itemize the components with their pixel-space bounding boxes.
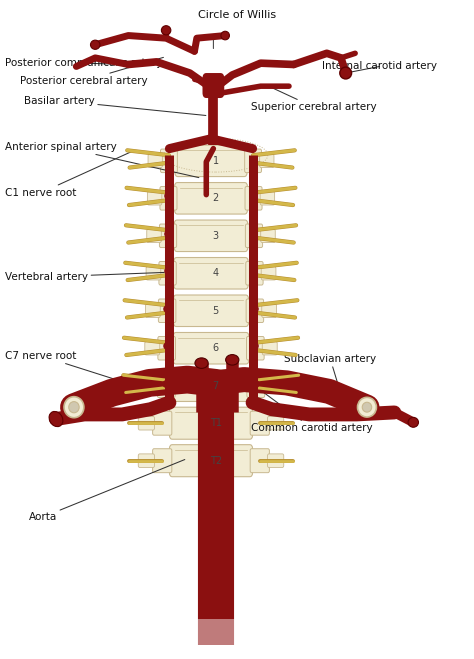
FancyBboxPatch shape (158, 299, 176, 322)
FancyBboxPatch shape (174, 183, 247, 214)
Text: T1: T1 (210, 418, 222, 428)
FancyBboxPatch shape (246, 224, 263, 248)
FancyBboxPatch shape (260, 192, 274, 205)
Text: Internal carotid artery: Internal carotid artery (322, 61, 437, 72)
FancyBboxPatch shape (247, 374, 264, 397)
Ellipse shape (340, 67, 352, 79)
FancyBboxPatch shape (138, 454, 155, 467)
Bar (150, 619, 282, 645)
FancyBboxPatch shape (138, 416, 155, 430)
Ellipse shape (221, 31, 229, 40)
FancyBboxPatch shape (157, 374, 175, 397)
Text: Anterior spinal artery: Anterior spinal artery (5, 142, 199, 178)
FancyBboxPatch shape (250, 449, 269, 473)
FancyBboxPatch shape (260, 154, 274, 167)
FancyBboxPatch shape (153, 411, 172, 435)
FancyBboxPatch shape (174, 220, 248, 252)
FancyBboxPatch shape (246, 299, 264, 322)
FancyBboxPatch shape (147, 229, 161, 243)
Text: Vertebral artery: Vertebral artery (5, 272, 164, 282)
FancyBboxPatch shape (147, 192, 162, 205)
FancyBboxPatch shape (262, 304, 276, 318)
Ellipse shape (161, 26, 171, 35)
FancyBboxPatch shape (246, 262, 263, 285)
FancyBboxPatch shape (146, 304, 160, 318)
Ellipse shape (64, 397, 84, 418)
Ellipse shape (195, 358, 208, 368)
FancyBboxPatch shape (175, 145, 247, 177)
FancyBboxPatch shape (250, 411, 269, 435)
FancyBboxPatch shape (170, 445, 253, 476)
FancyBboxPatch shape (173, 295, 248, 326)
Text: Posterior communicans artery: Posterior communicans artery (5, 58, 163, 68)
FancyBboxPatch shape (246, 337, 264, 360)
Text: C7 nerve root: C7 nerve root (5, 351, 133, 385)
FancyBboxPatch shape (267, 416, 284, 430)
Ellipse shape (408, 417, 419, 427)
Text: Basilar artery: Basilar artery (24, 96, 206, 115)
Text: 7: 7 (213, 381, 219, 391)
FancyBboxPatch shape (262, 341, 277, 355)
FancyBboxPatch shape (245, 149, 262, 173)
FancyBboxPatch shape (161, 149, 177, 173)
Text: 3: 3 (213, 231, 219, 241)
Text: Subclavian artery: Subclavian artery (284, 354, 376, 412)
FancyBboxPatch shape (263, 379, 278, 392)
Text: T2: T2 (210, 455, 222, 466)
Text: Posterior cerebral artery: Posterior cerebral artery (19, 57, 164, 86)
FancyBboxPatch shape (160, 186, 177, 210)
FancyBboxPatch shape (173, 370, 249, 401)
Ellipse shape (49, 411, 63, 426)
Text: 4: 4 (213, 268, 219, 278)
FancyBboxPatch shape (145, 341, 160, 355)
Ellipse shape (226, 355, 239, 365)
Text: Common carotid artery: Common carotid artery (244, 378, 373, 433)
FancyBboxPatch shape (148, 154, 163, 167)
FancyBboxPatch shape (261, 229, 275, 243)
Text: Superior cerebral artery: Superior cerebral artery (251, 88, 377, 112)
FancyBboxPatch shape (173, 333, 249, 364)
FancyBboxPatch shape (153, 449, 172, 473)
FancyBboxPatch shape (170, 407, 253, 440)
Text: Aorta: Aorta (29, 459, 185, 522)
Text: C1 nerve root: C1 nerve root (5, 152, 132, 198)
FancyBboxPatch shape (267, 454, 284, 467)
Ellipse shape (69, 401, 79, 413)
Text: 1: 1 (213, 156, 219, 166)
FancyBboxPatch shape (146, 267, 161, 280)
Text: 2: 2 (213, 193, 219, 204)
Ellipse shape (91, 40, 100, 49)
Text: 5: 5 (213, 306, 219, 316)
FancyBboxPatch shape (245, 186, 262, 210)
Text: 6: 6 (213, 343, 219, 353)
FancyBboxPatch shape (159, 224, 177, 248)
Ellipse shape (357, 397, 376, 417)
Text: Circle of Willis: Circle of Willis (198, 11, 276, 20)
FancyBboxPatch shape (261, 267, 276, 280)
FancyBboxPatch shape (174, 258, 248, 289)
FancyBboxPatch shape (158, 337, 175, 360)
FancyBboxPatch shape (202, 73, 224, 98)
Ellipse shape (362, 402, 372, 412)
FancyBboxPatch shape (144, 379, 159, 392)
FancyBboxPatch shape (159, 262, 176, 285)
